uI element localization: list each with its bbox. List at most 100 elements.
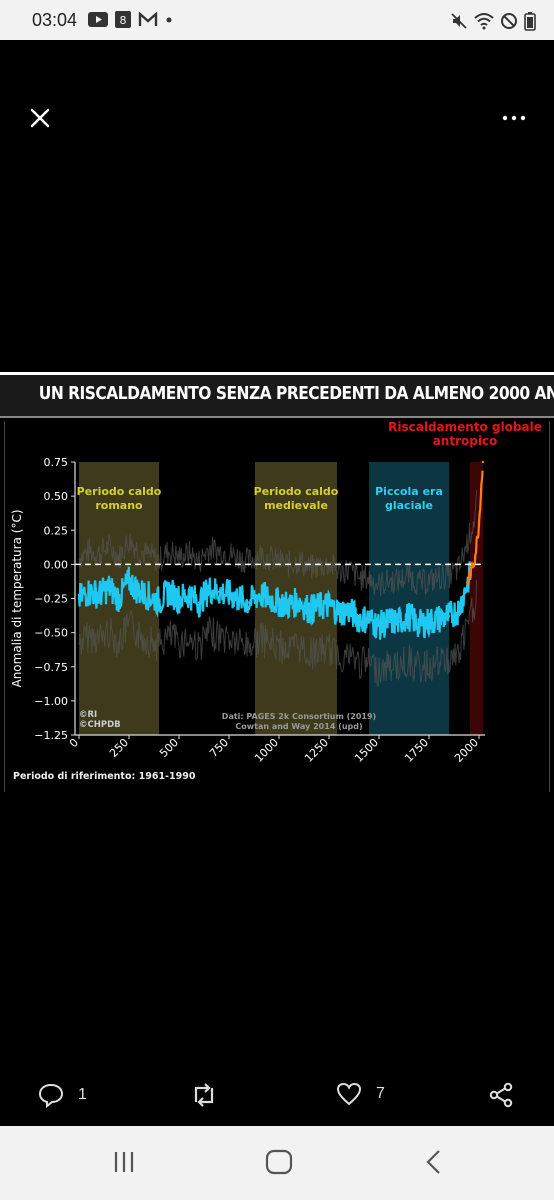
data-point — [117, 597, 121, 600]
period-label-line2: romano — [95, 499, 143, 512]
status-time: 03:04 — [32, 10, 78, 30]
y-tick-label: −1.00 — [34, 695, 68, 708]
data-source-line2: Cowtan and Way 2014 (upd) — [235, 722, 362, 731]
ensemble-upper-trace — [78, 490, 478, 597]
back-icon[interactable] — [420, 1148, 448, 1176]
data-point — [227, 593, 231, 596]
data-point — [187, 593, 191, 596]
more-options-icon[interactable] — [500, 104, 528, 132]
credit-line2: ©CHPDB — [79, 720, 121, 730]
data-point — [277, 601, 281, 604]
data-point — [397, 620, 401, 623]
data-point — [147, 594, 151, 597]
data-point — [327, 604, 331, 607]
x-tick-label: 1750 — [402, 736, 431, 765]
x-tick-label: 250 — [107, 736, 131, 760]
ensemble-lower-trace — [78, 579, 478, 687]
anthropic-label-line2: antropico — [433, 434, 498, 448]
period-label-line1: Periodo caldo — [254, 485, 339, 498]
period-label-line2: glaciale — [385, 499, 433, 512]
data-point — [457, 608, 461, 611]
period-label-line1: Piccola era — [375, 485, 443, 498]
post-actions: 1 7 — [0, 1072, 554, 1118]
data-point — [427, 620, 431, 623]
period-label-line1: Periodo caldo — [77, 485, 162, 498]
data-point — [417, 623, 421, 626]
y-tick-label: 0.25 — [44, 524, 69, 537]
data-point — [167, 590, 171, 593]
image-title-band: UN RISCALDAMENTO SENZA PRECEDENTI DA ALM… — [0, 372, 554, 418]
post-image[interactable]: UN RISCALDAMENTO SENZA PRECEDENTI DA ALM… — [0, 372, 554, 792]
image-title: UN RISCALDAMENTO SENZA PRECEDENTI DA ALM… — [38, 383, 554, 404]
data-point — [447, 615, 451, 618]
data-point — [473, 556, 477, 559]
data-point — [177, 597, 181, 600]
x-tick-label: 500 — [157, 736, 181, 760]
y-tick-label: −0.25 — [34, 593, 68, 606]
reply-count: 1 — [78, 1086, 87, 1103]
home-icon[interactable] — [264, 1148, 294, 1176]
x-tick-label: 750 — [207, 736, 231, 760]
data-point — [337, 610, 341, 614]
mute-icon — [451, 13, 467, 29]
reply-icon — [38, 1083, 64, 1108]
period-band-2 — [369, 462, 449, 735]
system-icons — [450, 11, 536, 31]
x-tick-label: 1250 — [302, 736, 331, 765]
data-point — [87, 590, 91, 593]
reference-period-label: Periodo di riferimento: 1961-1990 — [13, 771, 196, 782]
x-tick-label: 1000 — [252, 736, 281, 765]
data-point — [387, 620, 391, 623]
y-tick-label: 0.50 — [44, 490, 69, 503]
youtube-icon — [88, 12, 108, 27]
repost-button[interactable] — [190, 1082, 218, 1108]
data-point — [247, 601, 251, 604]
data-point — [267, 597, 271, 600]
gmail-icon — [138, 12, 158, 26]
data-point — [377, 624, 381, 627]
data-point — [237, 597, 241, 600]
y-axis-label: Anomalia di temperatura (°C) — [10, 509, 24, 687]
data-point — [481, 460, 485, 464]
data-point — [77, 597, 81, 600]
calendar-badge-number: 8 — [120, 14, 127, 27]
data-point — [467, 576, 471, 580]
battery-icon — [524, 12, 536, 31]
data-point — [207, 587, 211, 591]
credit-line1: ©RI — [79, 710, 97, 720]
anthropic-label-line1: Riscaldamento globale — [388, 421, 542, 434]
share-button[interactable] — [488, 1082, 514, 1108]
y-tick-label: 0.75 — [44, 456, 69, 469]
data-point — [137, 590, 141, 593]
data-point — [257, 593, 261, 596]
x-tick-label: 1500 — [352, 736, 381, 765]
recent-apps-icon[interactable] — [110, 1148, 138, 1176]
data-point — [287, 604, 291, 607]
like-button[interactable]: 7 — [336, 1082, 385, 1106]
chart-panel: 0.75 0.50 0.25 0.00 −0.25 −0.50 −0.75 −1.00 −1.2… — [4, 420, 550, 792]
data-point — [477, 522, 481, 525]
data-point — [347, 609, 351, 612]
data-point — [107, 586, 111, 589]
reply-button[interactable]: 1 — [38, 1082, 87, 1108]
data-point — [357, 617, 361, 621]
y-tick-label: −1.25 — [34, 729, 68, 742]
data-point — [157, 600, 161, 603]
instrumental-series-line — [465, 470, 484, 588]
share-icon — [489, 1082, 513, 1108]
notification-icons: 8 — [88, 11, 173, 28]
calendar-badge-icon: 8 — [115, 11, 131, 28]
data-point — [217, 590, 221, 593]
data-point — [479, 488, 483, 491]
data-point — [317, 605, 321, 608]
wifi-icon — [474, 13, 494, 30]
y-tick-label: −0.50 — [34, 627, 68, 640]
data-point — [127, 579, 131, 582]
data-point — [297, 600, 301, 603]
no-signal-icon — [501, 13, 517, 29]
repost-icon — [194, 1083, 214, 1107]
data-point — [97, 593, 101, 596]
close-icon[interactable] — [26, 104, 54, 132]
period-label-line2: medievale — [264, 499, 328, 512]
more-notifications-dot-icon — [166, 17, 172, 23]
